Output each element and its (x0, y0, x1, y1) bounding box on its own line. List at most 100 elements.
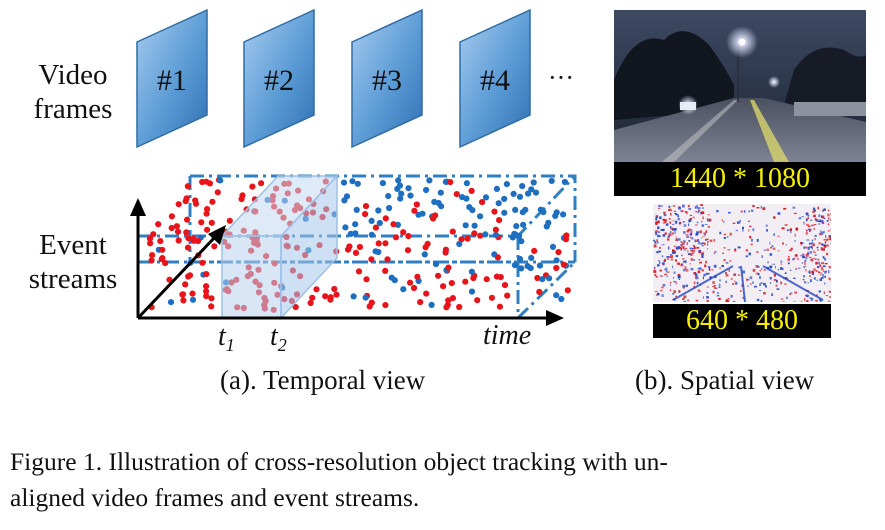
event-image-pixel (801, 216, 805, 218)
event-image-pixel (654, 274, 657, 276)
event-image-pixel (777, 235, 780, 237)
event-image-pixel (667, 258, 669, 260)
event-image-pixel (807, 225, 811, 227)
event-point (333, 291, 340, 298)
event-image-pixel (746, 278, 748, 282)
event-point (405, 185, 412, 192)
event-image-pixel (669, 231, 672, 234)
event-point (362, 211, 369, 218)
event-image-pixel (705, 260, 708, 264)
event-image-pixel (763, 292, 766, 295)
event-image-pixel (680, 244, 683, 247)
event-point (477, 213, 484, 220)
event-image-pixel (790, 247, 793, 250)
temporal-view-diagram: #1 #2 #3 #4 ··· t1 (130, 8, 577, 355)
event-image-pixel (693, 246, 697, 250)
event-image-pixel (823, 208, 826, 210)
event-point (199, 178, 206, 186)
event-image-pixel (692, 250, 696, 252)
event-image-pixel (702, 216, 704, 220)
event-image-pixel (661, 244, 665, 246)
event-image-pixel (679, 246, 682, 249)
event-point (147, 240, 154, 247)
event-image-pixel (673, 277, 675, 279)
event-image-pixel (674, 220, 678, 224)
event-point (469, 207, 476, 214)
event-image-pixel (823, 239, 827, 241)
event-point (397, 195, 404, 202)
event-image-pixel (695, 233, 699, 236)
event-image-pixel (822, 275, 825, 278)
figure-area: #1 #2 #3 #4 ··· t1 (29, 8, 866, 395)
event-point (189, 290, 196, 297)
event-image-pixel (807, 215, 810, 217)
event-image-pixel (787, 229, 789, 231)
event-point (531, 247, 538, 254)
event-image-pixel (684, 266, 687, 269)
event-image-pixel (659, 261, 661, 264)
event-point (520, 221, 527, 228)
event-image-pixel (716, 287, 718, 289)
event-point (249, 183, 256, 190)
event-image-pixel (664, 220, 667, 223)
event-image-pixel (804, 259, 807, 262)
event-point (400, 229, 407, 236)
event-image-pixel (704, 264, 707, 268)
event-image-pixel (695, 224, 698, 226)
event-image-pixel (682, 298, 685, 300)
event-point (352, 221, 359, 228)
event-image-pixel (814, 235, 817, 237)
event-image-pixel (659, 275, 663, 277)
event-image-pixel (698, 209, 701, 212)
event-point (206, 180, 213, 187)
event-image-pixel (672, 220, 675, 222)
event-image-pixel (712, 281, 715, 285)
event-image-pixel (769, 265, 773, 269)
event-point (440, 283, 447, 290)
event-image-pixel (756, 251, 759, 253)
event-image-pixel (675, 236, 677, 238)
event-image-pixel (763, 269, 766, 271)
event-image-pixel (751, 209, 754, 212)
event-point (428, 301, 435, 308)
event-point (496, 217, 503, 224)
event-image-pixel (683, 260, 687, 263)
event-image-pixel (706, 300, 709, 302)
event-point (421, 251, 428, 258)
event-image-pixel (780, 267, 783, 270)
event-image-pixel (802, 279, 805, 281)
event-point (203, 271, 210, 278)
event-image-pixel (704, 239, 707, 241)
event-image-pixel (808, 229, 811, 232)
event-image-pixel (727, 298, 730, 300)
event-image-pixel (792, 206, 796, 209)
event-point (392, 234, 400, 241)
event-image-pixel (822, 256, 825, 259)
event-image-pixel (688, 253, 691, 255)
event-point (456, 240, 463, 248)
event-image-pixel (673, 271, 676, 274)
depth-axis-arrow (208, 225, 226, 245)
event-image-pixel (723, 237, 727, 239)
event-image-pixel (690, 253, 693, 256)
event-image-pixel (752, 228, 755, 232)
event-image-pixel (770, 247, 772, 249)
event-image-pixel (806, 213, 809, 216)
event-point (150, 231, 157, 238)
event-image-pixel (807, 251, 809, 254)
event-image-pixel (730, 277, 733, 280)
event-image-pixel (669, 209, 673, 212)
event-image-pixel (736, 221, 740, 224)
event-image-pixel (749, 283, 752, 285)
event-image-pixel (671, 255, 674, 258)
event-image-pixel (742, 228, 744, 232)
event-point (492, 226, 499, 233)
event-image-pixel (737, 246, 741, 249)
event-image-pixel (776, 279, 778, 283)
event-point (558, 295, 565, 303)
event-image-pixel (797, 257, 799, 261)
event-image-pixel (813, 257, 815, 259)
event-image-pixel (666, 271, 670, 273)
event-image-pixel (672, 293, 675, 295)
event-image-pixel (819, 298, 821, 301)
